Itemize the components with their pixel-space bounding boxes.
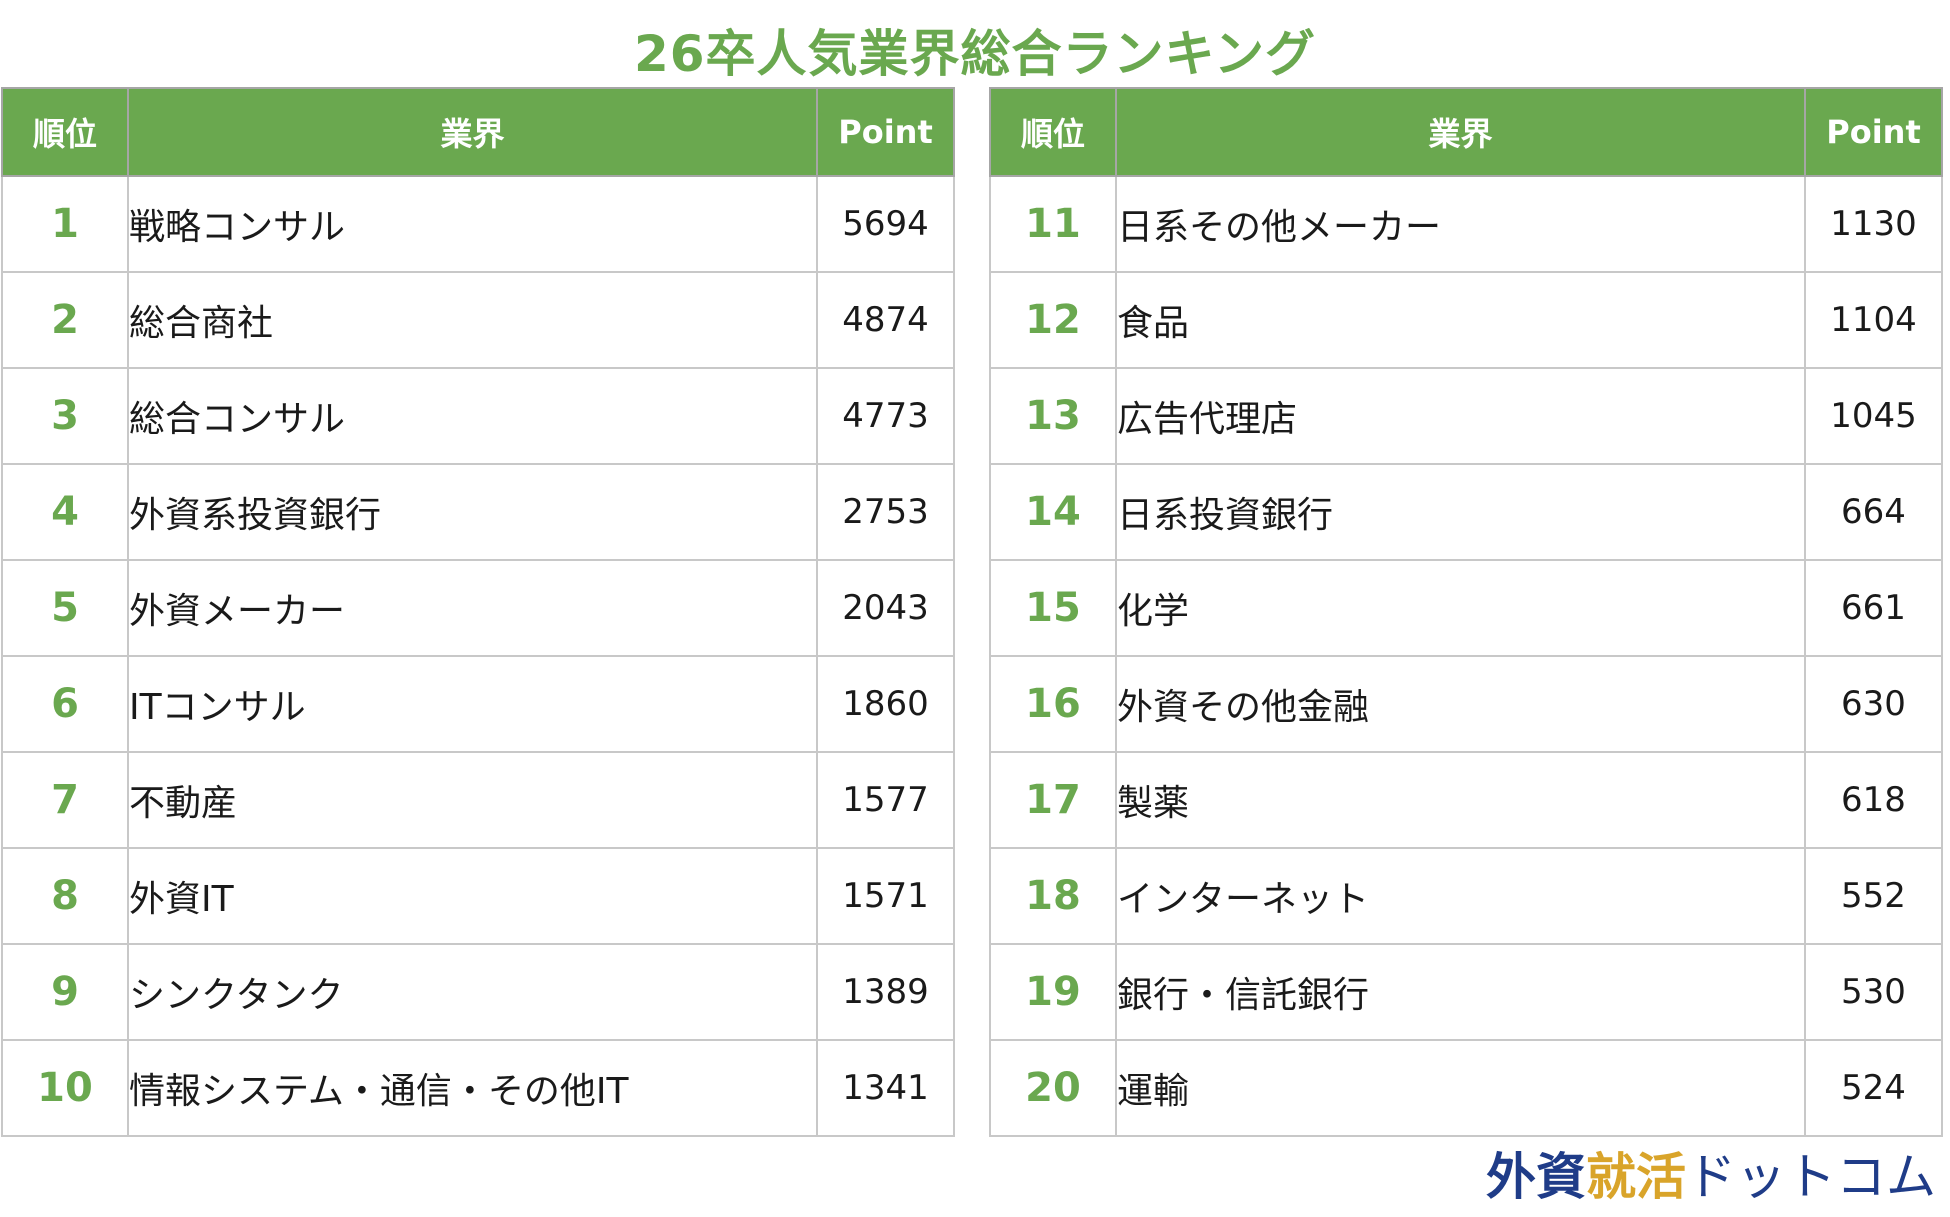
point-value: 1341: [816, 1039, 955, 1137]
rank-number: 20: [989, 1039, 1117, 1137]
point-value: 5694: [816, 175, 955, 273]
point-value: 2043: [816, 559, 955, 657]
industry-name: 外資その他金融: [1115, 655, 1806, 753]
rank-number: 13: [989, 367, 1117, 465]
industry-name: 情報システム・通信・その他IT: [127, 1039, 818, 1137]
logo-part-2: 就活: [1586, 1147, 1686, 1206]
industry-name: 化学: [1115, 559, 1806, 657]
point-value: 4773: [816, 367, 955, 465]
industry-name: 広告代理店: [1115, 367, 1806, 465]
point-value: 1860: [816, 655, 955, 753]
table-row: 12 食品 1104: [989, 271, 1943, 369]
table-row: 13 広告代理店 1045: [989, 367, 1943, 465]
industry-name: 不動産: [127, 751, 818, 849]
point-value: 661: [1804, 559, 1943, 657]
rank-number: 6: [1, 655, 129, 753]
point-value: 1104: [1804, 271, 1943, 369]
rank-number: 16: [989, 655, 1117, 753]
point-value: 530: [1804, 943, 1943, 1041]
table-row: 10 情報システム・通信・その他IT 1341: [1, 1039, 955, 1137]
point-value: 618: [1804, 751, 1943, 849]
rank-number: 14: [989, 463, 1117, 561]
table-row: 14 日系投資銀行 664: [989, 463, 1943, 561]
table-row: 18 インターネット 552: [989, 847, 1943, 945]
table-row: 8 外資IT 1571: [1, 847, 955, 945]
rank-number: 2: [1, 271, 129, 369]
header-rank: 順位: [1, 87, 129, 177]
rank-number: 17: [989, 751, 1117, 849]
rank-number: 9: [1, 943, 129, 1041]
point-value: 1571: [816, 847, 955, 945]
industry-name: 運輸: [1115, 1039, 1806, 1137]
table-row: 2 総合商社 4874: [1, 271, 955, 369]
table-row: 3 総合コンサル 4773: [1, 367, 955, 465]
point-value: 1045: [1804, 367, 1943, 465]
industry-name: 製薬: [1115, 751, 1806, 849]
point-value: 4874: [816, 271, 955, 369]
industry-name: 外資IT: [127, 847, 818, 945]
logo-part-3: ドットコム: [1686, 1148, 1936, 1206]
header-rank: 順位: [989, 87, 1117, 177]
rank-number: 18: [989, 847, 1117, 945]
table-row: 4 外資系投資銀行 2753: [1, 463, 955, 561]
rank-number: 11: [989, 175, 1117, 273]
rank-number: 15: [989, 559, 1117, 657]
header-industry: 業界: [1115, 87, 1806, 177]
industry-name: 日系その他メーカー: [1115, 175, 1806, 273]
table-row: 19 銀行・信託銀行 530: [989, 943, 1943, 1041]
industry-name: 外資系投資銀行: [127, 463, 818, 561]
rank-number: 19: [989, 943, 1117, 1041]
point-value: 2753: [816, 463, 955, 561]
industry-name: 外資メーカー: [127, 559, 818, 657]
rank-number: 10: [1, 1039, 129, 1137]
table-row: 11 日系その他メーカー 1130: [989, 175, 1943, 273]
ranking-table-left: 順位 業界 Point 1 戦略コンサル 5694 2 総合商社 4874 3 総合コンサル 4…: [1, 87, 955, 1137]
industry-name: 総合商社: [127, 271, 818, 369]
rank-number: 1: [1, 175, 129, 273]
industry-name: 戦略コンサル: [127, 175, 818, 273]
table-row: 7 不動産 1577: [1, 751, 955, 849]
table-row: 1 戦略コンサル 5694: [1, 175, 955, 273]
rank-number: 4: [1, 463, 129, 561]
point-value: 1389: [816, 943, 955, 1041]
rank-number: 12: [989, 271, 1117, 369]
table-row: 20 運輸 524: [989, 1039, 1943, 1137]
point-value: 664: [1804, 463, 1943, 561]
industry-name: 総合コンサル: [127, 367, 818, 465]
point-value: 552: [1804, 847, 1943, 945]
header-point: Point: [1804, 87, 1943, 177]
industry-name: ITコンサル: [127, 655, 818, 753]
table-row: 17 製薬 618: [989, 751, 1943, 849]
ranking-table-right: 順位 業界 Point 11 日系その他メーカー 1130 12 食品 1104 13 広告代…: [989, 87, 1943, 1137]
table-header-row: 順位 業界 Point: [989, 87, 1943, 177]
table-row: 5 外資メーカー 2043: [1, 559, 955, 657]
point-value: 1130: [1804, 175, 1943, 273]
industry-name: シンクタンク: [127, 943, 818, 1041]
rank-number: 3: [1, 367, 129, 465]
rank-number: 5: [1, 559, 129, 657]
header-point: Point: [816, 87, 955, 177]
point-value: 524: [1804, 1039, 1943, 1137]
table-row: 15 化学 661: [989, 559, 1943, 657]
header-industry: 業界: [127, 87, 818, 177]
rank-number: 7: [1, 751, 129, 849]
point-value: 630: [1804, 655, 1943, 753]
chart-title: 26卒人気業界総合ランキング: [633, 25, 1317, 83]
point-value: 1577: [816, 751, 955, 849]
table-row: 9 シンクタンク 1389: [1, 943, 955, 1041]
site-logo: 外資就活ドットコム: [1486, 1137, 1936, 1209]
logo-part-1: 外資: [1486, 1147, 1586, 1206]
industry-name: 食品: [1115, 271, 1806, 369]
industry-name: インターネット: [1115, 847, 1806, 945]
table-header-row: 順位 業界 Point: [1, 87, 955, 177]
table-row: 6 ITコンサル 1860: [1, 655, 955, 753]
table-row: 16 外資その他金融 630: [989, 655, 1943, 753]
industry-name: 日系投資銀行: [1115, 463, 1806, 561]
rank-number: 8: [1, 847, 129, 945]
industry-name: 銀行・信託銀行: [1115, 943, 1806, 1041]
